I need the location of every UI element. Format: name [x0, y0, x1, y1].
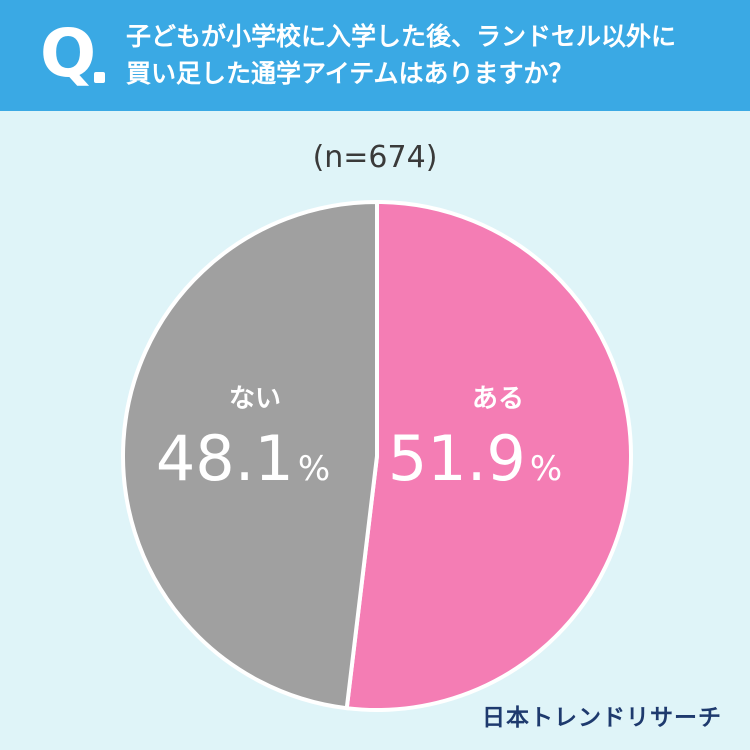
- slice-category-label: ない: [229, 384, 281, 414]
- slice-value-label: 51.9%: [388, 422, 562, 495]
- q-dot: [94, 72, 105, 83]
- question-line-2: 買い足した通学アイテムはありますか？: [126, 59, 574, 88]
- q-mark: Q: [40, 15, 97, 92]
- sample-size: (n=674): [312, 140, 438, 175]
- slice-value-label: 48.1%: [156, 422, 330, 495]
- question-line-1: 子どもが小学校に入学した後、ランドセル以外に: [126, 22, 677, 51]
- pie-slice-no: [121, 199, 379, 711]
- pie-slice-yes: [344, 199, 633, 712]
- question-header: Q 子どもが小学校に入学した後、ランドセル以外に 買い足した通学アイテムはありま…: [0, 0, 750, 111]
- slice-category-label: ある: [472, 384, 524, 414]
- brand-logo: 日本トレンドリサーチ: [482, 705, 722, 731]
- question-text: 子どもが小学校に入学した後、ランドセル以外に 買い足した通学アイテムはありますか…: [126, 18, 736, 92]
